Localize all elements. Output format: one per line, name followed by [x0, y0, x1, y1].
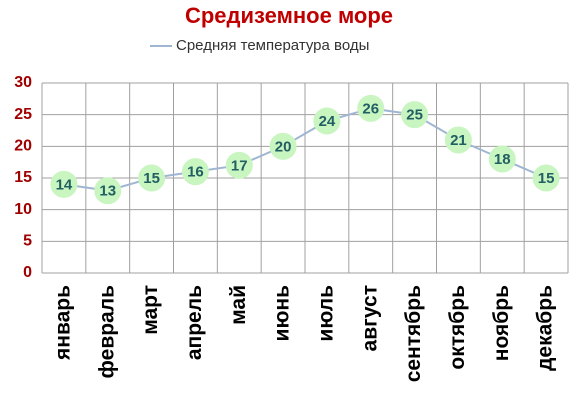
y-tick-label: 15 [14, 169, 32, 186]
x-tick-label: сентябрь [402, 285, 425, 382]
data-label: 14 [56, 176, 73, 193]
x-tick-label: февраль [95, 285, 118, 379]
y-tick-label: 20 [14, 138, 32, 155]
data-label: 24 [319, 113, 336, 130]
data-label: 20 [275, 138, 292, 155]
data-label: 17 [231, 157, 248, 174]
data-label: 26 [362, 100, 379, 117]
x-tick-label: март [139, 285, 162, 335]
data-label: 16 [187, 164, 204, 181]
data-label: 25 [406, 107, 423, 124]
marker [94, 177, 122, 205]
x-tick-label: июль [314, 285, 337, 342]
marker [313, 107, 341, 135]
y-tick-label: 5 [23, 233, 32, 250]
data-label: 18 [494, 151, 511, 168]
marker [444, 126, 472, 154]
chart-title: Средиземное море [185, 3, 393, 28]
data-label: 13 [99, 183, 116, 200]
data-label: 21 [450, 132, 467, 149]
x-tick-label: август [358, 285, 381, 351]
x-tick-label: ноябрь [490, 285, 513, 361]
marker [488, 145, 516, 173]
y-tick-label: 0 [23, 264, 32, 281]
y-tick-label: 30 [14, 74, 32, 91]
data-label: 15 [143, 170, 160, 187]
x-tick-label: январь [51, 285, 74, 361]
x-tick-label: октябрь [446, 285, 469, 370]
x-tick-label: декабрь [534, 285, 557, 371]
marker [50, 170, 78, 198]
marker [181, 158, 209, 186]
marker [138, 164, 166, 192]
y-tick-label: 25 [14, 106, 32, 123]
legend-label: Средняя температура воды [176, 37, 369, 54]
x-tick-label: май [227, 285, 250, 325]
data-label: 15 [538, 170, 555, 187]
marker [401, 101, 429, 129]
y-tick-label: 10 [14, 201, 32, 218]
x-tick-label: июнь [271, 285, 294, 342]
marker [357, 94, 385, 122]
marker [225, 151, 253, 179]
marker [269, 132, 297, 160]
x-tick-label: апрель [183, 285, 206, 360]
marker [532, 164, 560, 192]
